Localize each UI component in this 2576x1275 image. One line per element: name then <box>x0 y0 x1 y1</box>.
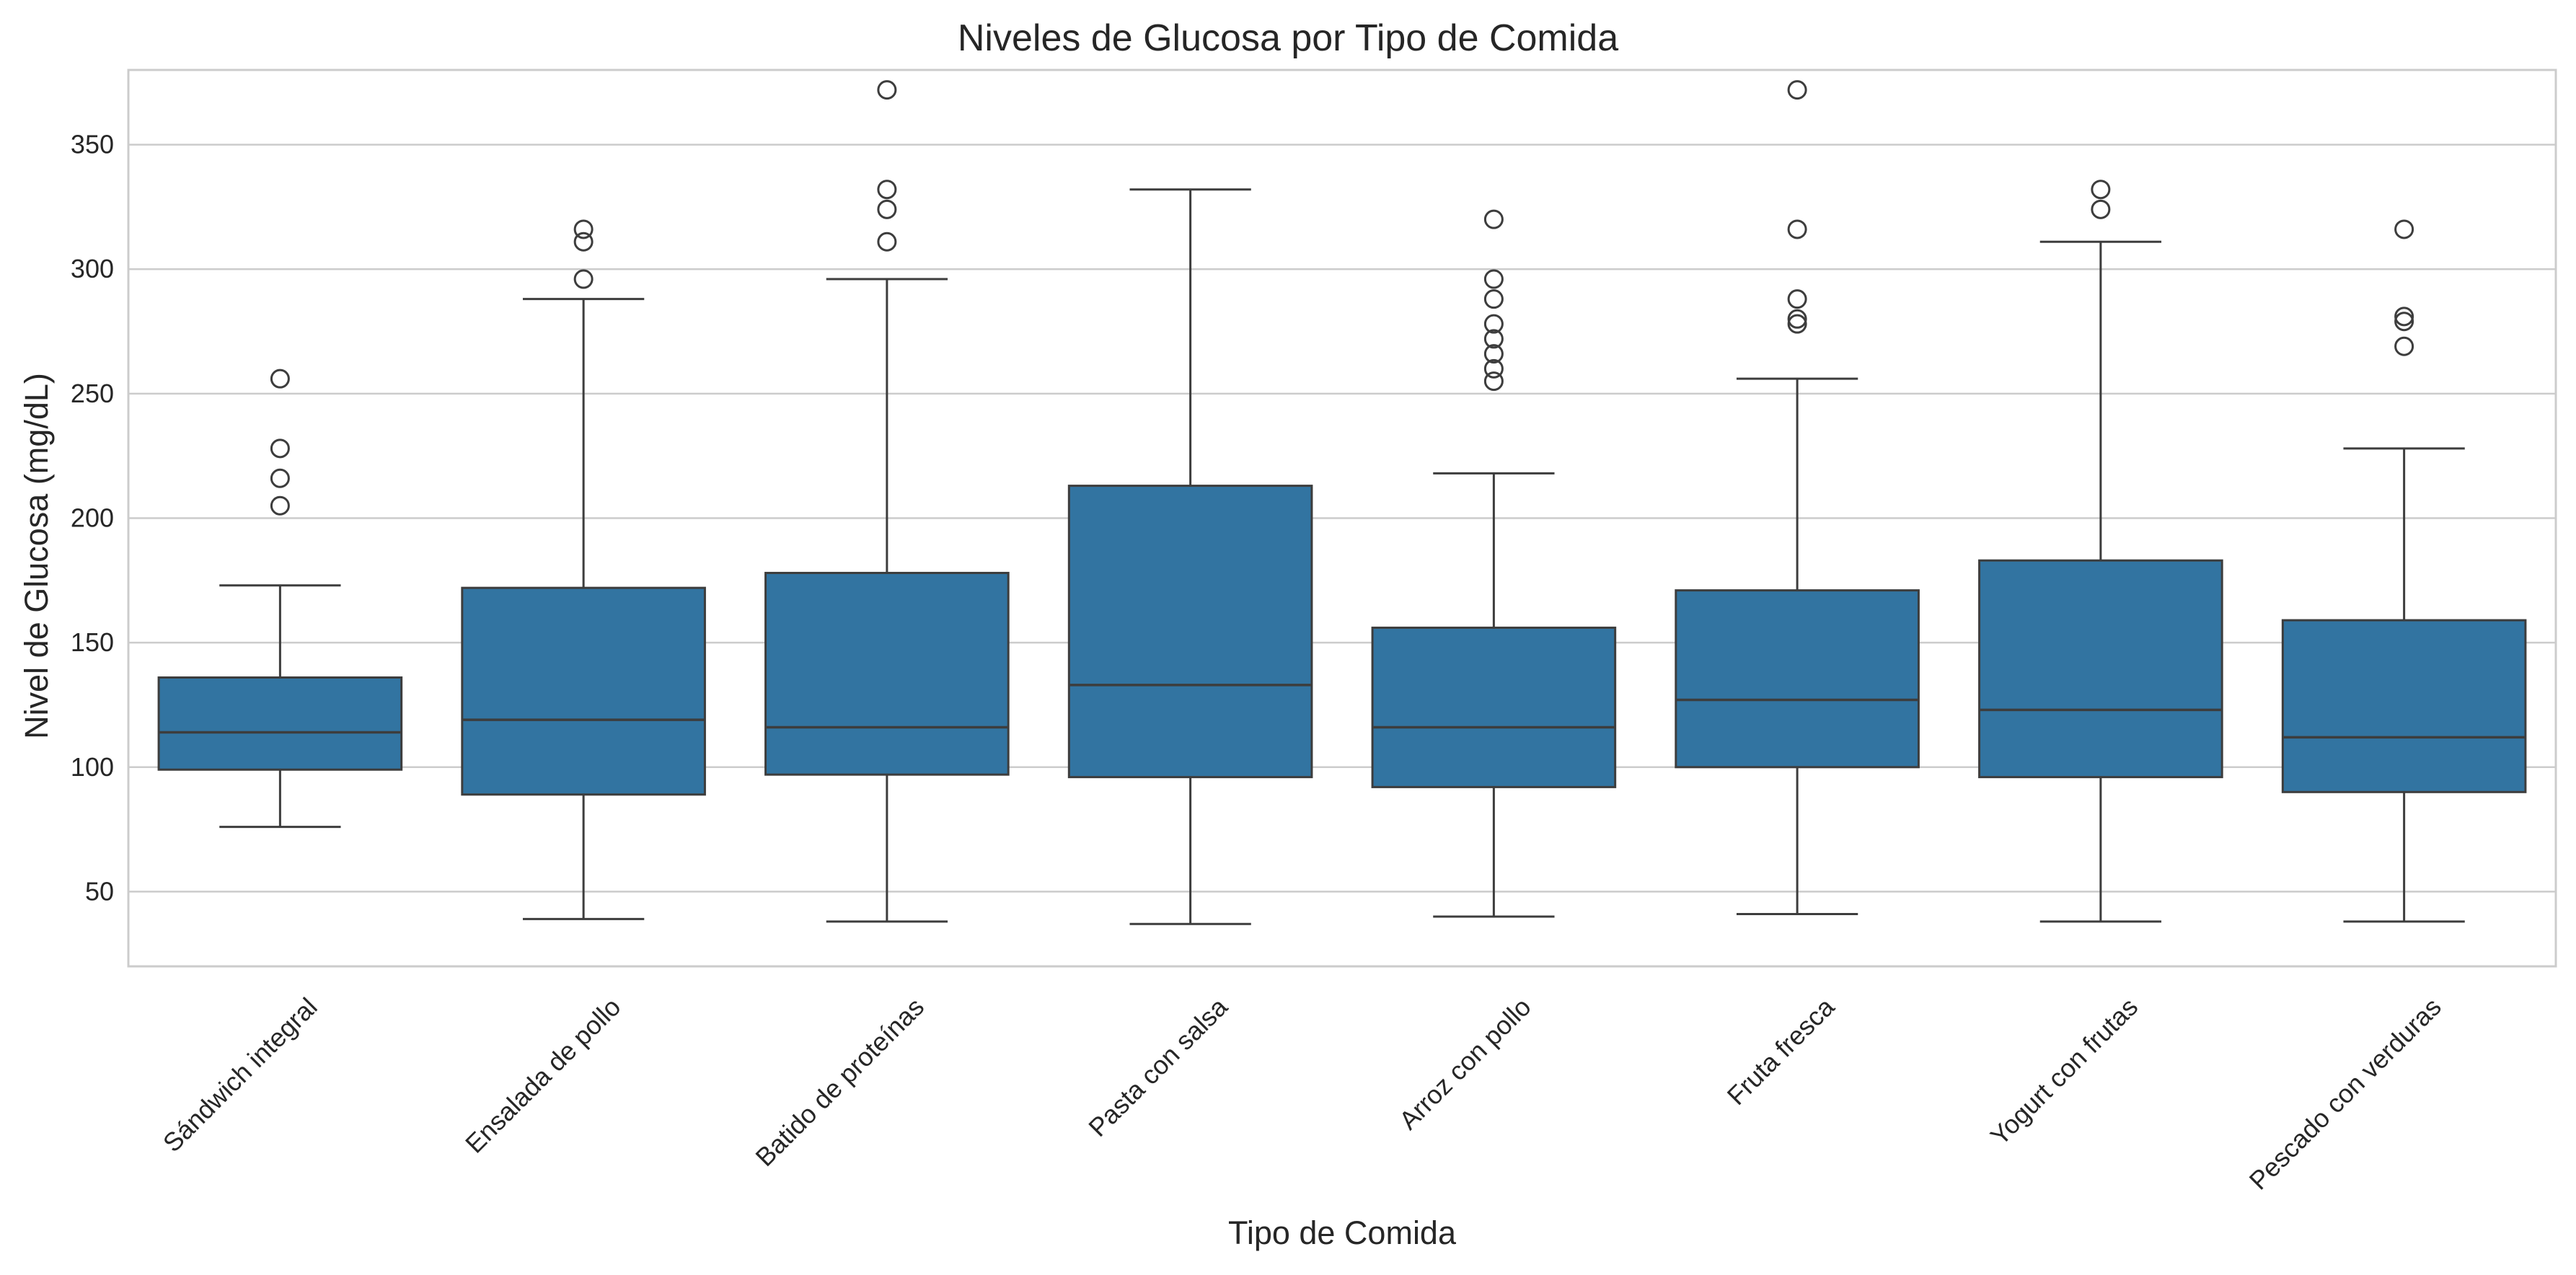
outlier-point <box>270 438 290 459</box>
outlier-point <box>573 219 594 239</box>
outlier-point <box>1787 80 1807 100</box>
plot-frame <box>127 69 2557 968</box>
box-iqr <box>157 676 403 771</box>
outlier-point <box>2091 180 2111 200</box>
outlier-point <box>2394 336 2414 356</box>
box-iqr <box>1371 626 1617 788</box>
box-iqr <box>1675 589 1920 769</box>
outlier-point <box>270 495 290 516</box>
y-tick-label: 300 <box>71 254 114 283</box>
x-tick-label: Yogurt con frutas <box>1985 992 2144 1151</box>
x-axis-ticks: Sándwich integral Ensalada de pollo Batido… <box>157 992 2447 1196</box>
outlier-point <box>573 269 594 289</box>
outlier-point <box>1483 289 1504 309</box>
outlier-point <box>877 180 897 200</box>
outlier-point <box>573 231 594 252</box>
outlier-point <box>1483 209 1504 229</box>
box-group <box>1675 80 1920 915</box>
outlier-point <box>1483 269 1504 289</box>
y-tick-label: 200 <box>71 503 114 533</box>
outlier-point <box>1483 371 1504 392</box>
outlier-point <box>2394 312 2414 332</box>
x-axis-label: Tipo de Comida <box>1228 1214 1457 1251</box>
x-tick-label: Fruta fresca <box>1721 992 1840 1111</box>
box-iqr <box>461 586 706 796</box>
chart-title: Niveles de Glucosa por Tipo de Comida <box>958 17 1618 59</box>
outlier-point <box>1483 358 1504 379</box>
outlier-point <box>877 231 897 252</box>
outlier-point <box>1483 344 1504 364</box>
box-iqr <box>2281 619 2527 793</box>
x-tick-label: Sándwich integral <box>157 992 323 1157</box>
box-group <box>1978 180 2223 923</box>
x-tick-label: Ensalada de pollo <box>459 992 626 1158</box>
outlier-point <box>2394 219 2414 239</box>
box-group <box>2281 219 2527 923</box>
x-tick-label: Pescado con verduras <box>2244 992 2447 1195</box>
boxes-layer <box>157 80 2527 925</box>
outlier-point <box>1483 329 1504 349</box>
outlier-point <box>2091 199 2111 219</box>
outlier-point <box>1787 219 1807 239</box>
outlier-point <box>1483 314 1504 334</box>
box-group <box>764 80 1010 923</box>
box-iqr <box>764 571 1010 776</box>
outlier-point <box>1787 309 1807 329</box>
outlier-point <box>1787 289 1807 309</box>
y-tick-label: 50 <box>85 876 114 906</box>
x-tick-label: Batido de proteínas <box>749 992 930 1172</box>
box-group <box>1371 209 1617 918</box>
y-axis-ticks: 50 100 150 200 250 300 350 <box>71 130 114 906</box>
outlier-point <box>2394 306 2414 327</box>
box-group <box>157 369 403 829</box>
outlier-point <box>270 369 290 389</box>
box-group <box>1067 188 1313 925</box>
y-tick-label: 250 <box>71 379 114 408</box>
box-iqr <box>1978 559 2223 779</box>
outlier-point <box>877 199 897 219</box>
y-tick-label: 150 <box>71 627 114 657</box>
x-tick-label: Arroz con pollo <box>1393 992 1537 1135</box>
outlier-point <box>1787 314 1807 334</box>
outlier-point <box>270 468 290 488</box>
outlier-point <box>877 80 897 100</box>
y-axis-label: Nivel de Glucosa (mg/dL) <box>18 373 55 739</box>
x-tick-label: Pasta con salsa <box>1082 992 1233 1142</box>
box-group <box>461 219 706 920</box>
y-tick-label: 350 <box>71 130 114 159</box>
box-iqr <box>1067 485 1313 779</box>
y-tick-label: 100 <box>71 752 114 782</box>
